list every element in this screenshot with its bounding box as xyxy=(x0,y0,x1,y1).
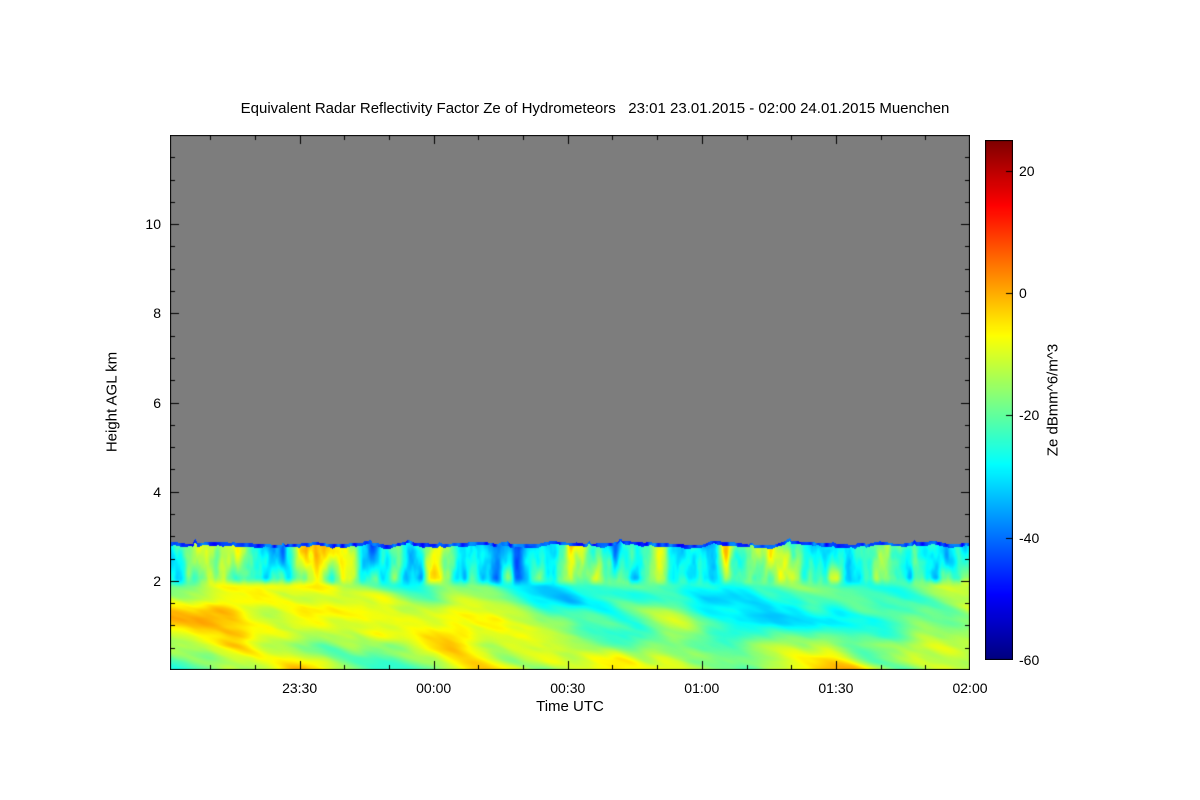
y-tick-label: 6 xyxy=(153,394,161,411)
colorbar-gradient xyxy=(985,140,1013,660)
colorbar-tick-label: -40 xyxy=(1019,529,1040,546)
colorbar-tick-label: -60 xyxy=(1019,652,1040,668)
x-tick-label: 00:00 xyxy=(416,680,452,696)
colorbar-tick-label: 20 xyxy=(1019,162,1035,179)
x-tick-label: 01:30 xyxy=(818,680,854,696)
colorbar-tick-label: 0 xyxy=(1019,284,1027,301)
chart-title: Equivalent Radar Reflectivity Factor Ze … xyxy=(240,100,950,117)
y-tick-label: 8 xyxy=(153,305,161,322)
x-axis-label: Time UTC xyxy=(536,698,604,715)
colorbar-label: Ze dBmm^6/m^3 xyxy=(1044,343,1062,457)
y-tick-label: 2 xyxy=(153,572,161,589)
y-tick-label: 4 xyxy=(153,483,161,500)
y-tick-label: 10 xyxy=(145,216,161,233)
colorbar-tick-label: -20 xyxy=(1019,407,1040,424)
x-tick-label: 00:30 xyxy=(550,680,586,696)
x-tick-label: 01:00 xyxy=(684,680,720,696)
x-tick-label: 02:00 xyxy=(952,680,988,696)
heatmap-plot-area xyxy=(170,135,970,670)
x-tick-label: 23:30 xyxy=(282,680,318,696)
y-axis-label: Height AGL km xyxy=(103,351,121,453)
